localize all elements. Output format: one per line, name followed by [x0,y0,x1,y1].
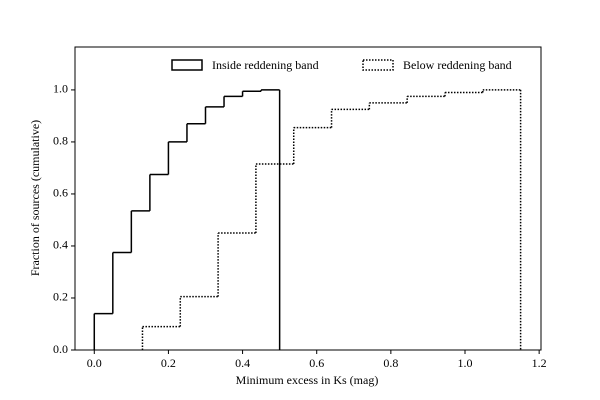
y-axis-label: Fraction of sources (cumulative) [28,120,42,276]
y-tick-label: 0.6 [53,186,68,200]
legend-label: Inside reddening band [212,58,319,72]
x-tick-label: 1.0 [458,356,473,370]
plot-frame [74,46,542,351]
x-tick-label: 0.0 [87,356,102,370]
y-tick-label: 0.2 [53,290,68,304]
x-axis-label: Minimum excess in Ks (mag) [236,373,379,387]
y-tick-label: 0.4 [53,238,68,252]
histogram-riser [93,89,281,350]
x-tick-label: 0.4 [235,356,250,370]
x-tick-label: 0.8 [383,356,398,370]
x-tick-label: 0.6 [309,356,324,370]
y-tick-label: 0.8 [53,134,68,148]
histogram-riser [141,89,522,350]
legend-patch [362,59,394,71]
y-tick-label: 1.0 [53,82,68,96]
x-tick-label: 1.2 [532,356,547,370]
y-tick-label: 0.0 [53,342,68,356]
x-tick-label: 0.2 [161,356,176,370]
legend-label: Below reddening band [403,58,512,72]
legend-patch [171,59,203,71]
